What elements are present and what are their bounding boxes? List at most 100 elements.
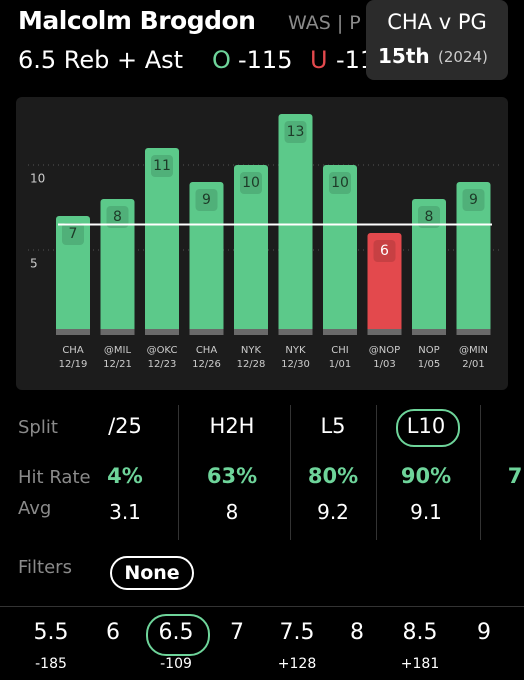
line-odds: -109 [160,656,192,672]
line-odds: +181 [400,656,440,672]
value-label: 6 [380,243,389,259]
split-cell: 8 [225,500,239,524]
x-tick-date: 12/23 [148,359,177,370]
line-odds: -185 [35,656,67,672]
tooltip-matchup: CHA v PG [387,10,487,34]
player-name: Malcolm Brogdon [18,6,256,35]
line-odds: +128 [277,656,317,672]
selected-line [146,614,210,656]
line-option[interactable]: 6 [106,620,120,645]
line-option[interactable]: 7.5 [279,620,315,645]
value-label: 11 [153,158,171,174]
split-cell: 9.1 [410,500,442,524]
split-cell: 9.2 [317,500,349,524]
value-label-bg [284,121,307,143]
bar-base [412,329,446,335]
value-label-bg [240,172,262,194]
x-tick-label: NYK [285,345,306,356]
split-cell: L10 [406,414,446,438]
line-option[interactable]: 9 [477,620,491,645]
bar-base [100,329,135,335]
x-tick-date: 1/05 [418,359,440,370]
prop: 6.5 Reb + Ast [18,46,184,74]
tooltip-rank: 15th [378,44,430,68]
x-tick-label: @NOP [369,345,400,356]
split-cell: 90% [400,464,452,488]
x-tick-label: @MIL [104,345,132,356]
value-label: 9 [469,192,478,208]
separator [290,405,291,540]
bar-base [145,329,179,335]
value-label-bg [106,206,129,228]
bar-base [323,329,357,335]
x-tick-date: 1/01 [329,359,351,370]
value-label: 10 [331,175,349,191]
line-option[interactable]: 6.5 [158,620,194,645]
bar-base [367,329,402,335]
value-label: 8 [425,209,434,225]
bar [145,148,179,335]
bar [100,199,135,335]
value-label-bg [195,189,218,211]
bar [412,199,446,335]
bar-base [189,329,224,335]
divider [0,606,524,607]
split-cell: /25 [108,414,142,438]
bar [189,182,224,335]
x-tick-date: 12/21 [103,359,132,370]
bar [367,233,402,335]
x-tick-date: 1/03 [373,359,395,370]
bar-base [278,329,313,335]
x-tick-label: CHA [196,345,218,356]
filters-label: Filters [18,557,72,578]
team: WAS | P [288,12,361,34]
value-label-bg [329,172,351,194]
x-tick-label: @OKC [147,345,178,356]
value-label-bg [462,189,485,211]
line-option[interactable]: 5.5 [33,620,69,645]
split-cell: H2H [209,414,255,438]
split-cell: 7 [507,464,523,488]
y-tick-label: 10 [30,172,45,186]
x-tick-label: @MIN [459,345,488,356]
x-tick-date: 12/26 [192,359,221,370]
split-cell: 4% [107,464,143,488]
value-label-bg [151,155,173,177]
value-label: 10 [242,175,260,191]
value-label-bg [373,240,396,262]
value-label-bg [418,206,440,228]
value-label: 9 [202,192,211,208]
x-tick-label: NYK [241,345,262,356]
filter-button[interactable]: None [110,556,194,590]
bar-base [56,329,90,335]
bar-base [456,329,491,335]
row-label: Split [18,417,58,438]
bar [56,216,90,335]
value-label-bg [62,223,84,245]
over-odds: -115 [238,46,293,74]
separator [376,405,377,540]
line-option[interactable]: 8 [350,620,364,645]
value-label: 7 [69,226,78,242]
bar [323,165,357,335]
value-label: 13 [287,124,305,140]
split-cell: 3.1 [109,500,141,524]
value-label: 8 [113,209,122,225]
line-option[interactable]: 8.5 [402,620,438,645]
under-label: U [310,46,328,74]
split-cell: 63% [206,464,258,488]
chart: 5 10 7 CHA 12/19 8 @MIL 12/21 11 @OKC 12/23 9 CHA 12/… [16,97,508,390]
bar [456,182,491,335]
over-label: O [212,46,231,74]
line-option[interactable]: 7 [230,620,244,645]
x-tick-label: NOP [418,345,439,356]
separator [480,405,481,540]
bar-base [234,329,268,335]
x-tick-date: 12/30 [281,359,310,370]
row-label: Hit Rate [18,467,91,488]
split-cell: L5 [320,414,346,438]
row-label: Avg [18,498,52,519]
x-tick-label: CHA [62,345,84,356]
tooltip: CHA v PG 15th (2024) [366,0,508,80]
